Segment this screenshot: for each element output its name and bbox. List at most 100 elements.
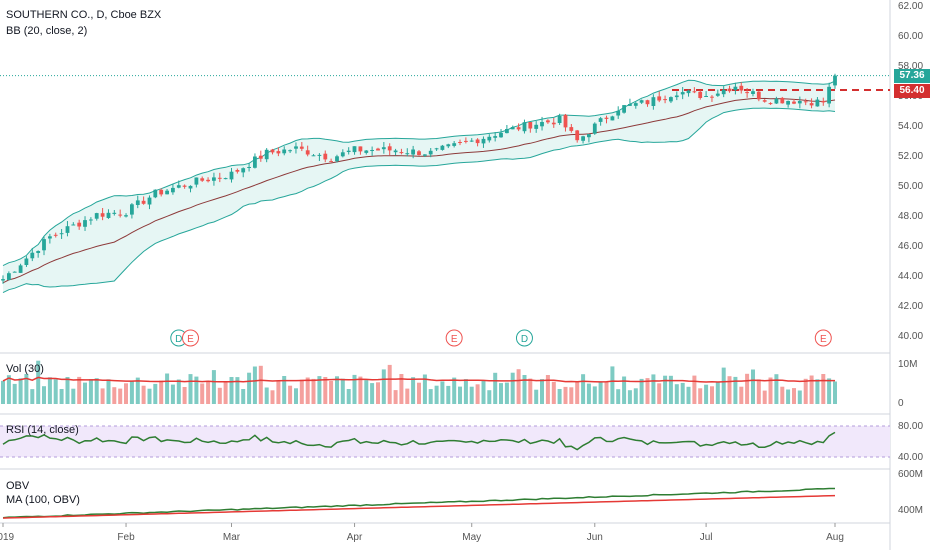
volume-bar[interactable] <box>751 369 755 405</box>
rsi-pane[interactable] <box>0 425 890 458</box>
candle-body[interactable] <box>657 96 662 101</box>
candle-body[interactable] <box>721 89 726 95</box>
candle-body[interactable] <box>229 171 234 180</box>
volume-bar[interactable] <box>36 360 41 404</box>
candle-body[interactable] <box>616 110 621 116</box>
candle-body[interactable] <box>194 177 199 185</box>
candle-body[interactable] <box>745 92 749 94</box>
candle-body[interactable] <box>288 150 292 152</box>
candle-body[interactable] <box>358 146 363 152</box>
event-marker-earnings[interactable] <box>814 329 832 347</box>
volume-bar[interactable] <box>733 376 738 404</box>
event-marker-earnings[interactable] <box>181 329 199 347</box>
volume-bar[interactable] <box>727 376 732 404</box>
candle-body[interactable] <box>698 91 703 98</box>
candle-body[interactable] <box>200 178 205 181</box>
candle-body[interactable] <box>417 151 421 155</box>
volume-bar[interactable] <box>833 381 837 405</box>
volume-bar[interactable] <box>821 374 826 404</box>
volume-bar[interactable] <box>223 382 228 404</box>
volume-bar[interactable] <box>627 390 632 404</box>
volume-bar[interactable] <box>803 378 808 404</box>
candle-body[interactable] <box>434 148 439 150</box>
candle-body[interactable] <box>71 224 76 226</box>
candle-body[interactable] <box>48 236 52 239</box>
volume-bar[interactable] <box>65 377 70 404</box>
candle-body[interactable] <box>370 150 374 151</box>
candle-body[interactable] <box>217 177 222 179</box>
candle-body[interactable] <box>294 146 298 149</box>
candle-body[interactable] <box>59 233 64 235</box>
obv-line[interactable] <box>2 487 835 519</box>
candle-body[interactable] <box>598 118 603 122</box>
volume-bar[interactable] <box>815 379 820 404</box>
volume-bar[interactable] <box>288 385 293 404</box>
volume-bar[interactable] <box>809 375 814 405</box>
volume-bar[interactable] <box>188 374 193 404</box>
candle-body[interactable] <box>756 91 761 100</box>
volume-bar[interactable] <box>30 389 35 404</box>
volume-bar[interactable] <box>241 389 246 404</box>
volume-bar[interactable] <box>71 388 76 404</box>
candle-body[interactable] <box>124 215 128 217</box>
volume-bar[interactable] <box>581 374 586 404</box>
candle-body[interactable] <box>1 279 5 281</box>
volume-bar[interactable] <box>206 380 211 404</box>
candle-body[interactable] <box>674 95 679 98</box>
candle-body[interactable] <box>323 153 328 160</box>
volume-bar[interactable] <box>551 381 556 404</box>
volume-bar[interactable] <box>305 377 310 405</box>
candle-body[interactable] <box>833 75 837 86</box>
candle-body[interactable] <box>94 213 99 219</box>
candle-body[interactable] <box>499 132 503 138</box>
volume-bar[interactable] <box>387 364 392 404</box>
candle-body[interactable] <box>762 100 767 102</box>
volume-bar[interactable] <box>270 390 275 404</box>
volume-bar[interactable] <box>358 376 363 404</box>
candle-body[interactable] <box>147 197 152 205</box>
candle-body[interactable] <box>563 114 568 128</box>
candle-body[interactable] <box>768 103 773 105</box>
candle-body[interactable] <box>89 219 93 221</box>
volume-pane[interactable] <box>1 360 837 405</box>
volume-bar[interactable] <box>129 381 134 404</box>
candle-body[interactable] <box>610 116 615 121</box>
volume-bar[interactable] <box>797 390 802 405</box>
volume-bar[interactable] <box>258 365 263 404</box>
volume-bar[interactable] <box>674 384 679 404</box>
volume-bar[interactable] <box>47 377 52 404</box>
candle-body[interactable] <box>247 167 251 168</box>
candle-body[interactable] <box>270 149 275 153</box>
candle-body[interactable] <box>24 258 29 266</box>
candle-body[interactable] <box>235 170 240 172</box>
volume-bar[interactable] <box>346 389 351 404</box>
volume-bar[interactable] <box>264 387 269 405</box>
candle-body[interactable] <box>604 117 609 119</box>
candle-body[interactable] <box>352 146 357 153</box>
volume-bar[interactable] <box>411 377 416 404</box>
candle-body[interactable] <box>481 138 486 144</box>
candle-body[interactable] <box>12 271 17 273</box>
volume-bar[interactable] <box>510 372 515 404</box>
volume-bar[interactable] <box>633 388 638 404</box>
candle-body[interactable] <box>399 152 404 154</box>
volume-bar[interactable] <box>53 379 58 404</box>
volume-bar[interactable] <box>276 380 281 404</box>
candle-body[interactable] <box>335 156 339 162</box>
candle-body[interactable] <box>528 122 533 129</box>
volume-bar[interactable] <box>680 382 685 404</box>
volume-bar[interactable] <box>182 387 187 404</box>
candle-body[interactable] <box>569 127 574 131</box>
candle-body[interactable] <box>381 147 386 150</box>
volume-bar[interactable] <box>668 375 673 404</box>
candle-body[interactable] <box>100 213 105 217</box>
volume-bar[interactable] <box>592 386 597 404</box>
candle-body[interactable] <box>809 103 814 106</box>
volume-bar[interactable] <box>124 383 128 404</box>
volume-bar[interactable] <box>452 377 457 404</box>
candle-body[interactable] <box>18 265 23 273</box>
candle-body[interactable] <box>212 177 216 181</box>
volume-bar[interactable] <box>94 378 99 404</box>
volume-bar[interactable] <box>657 383 662 404</box>
candle-body[interactable] <box>680 92 685 95</box>
